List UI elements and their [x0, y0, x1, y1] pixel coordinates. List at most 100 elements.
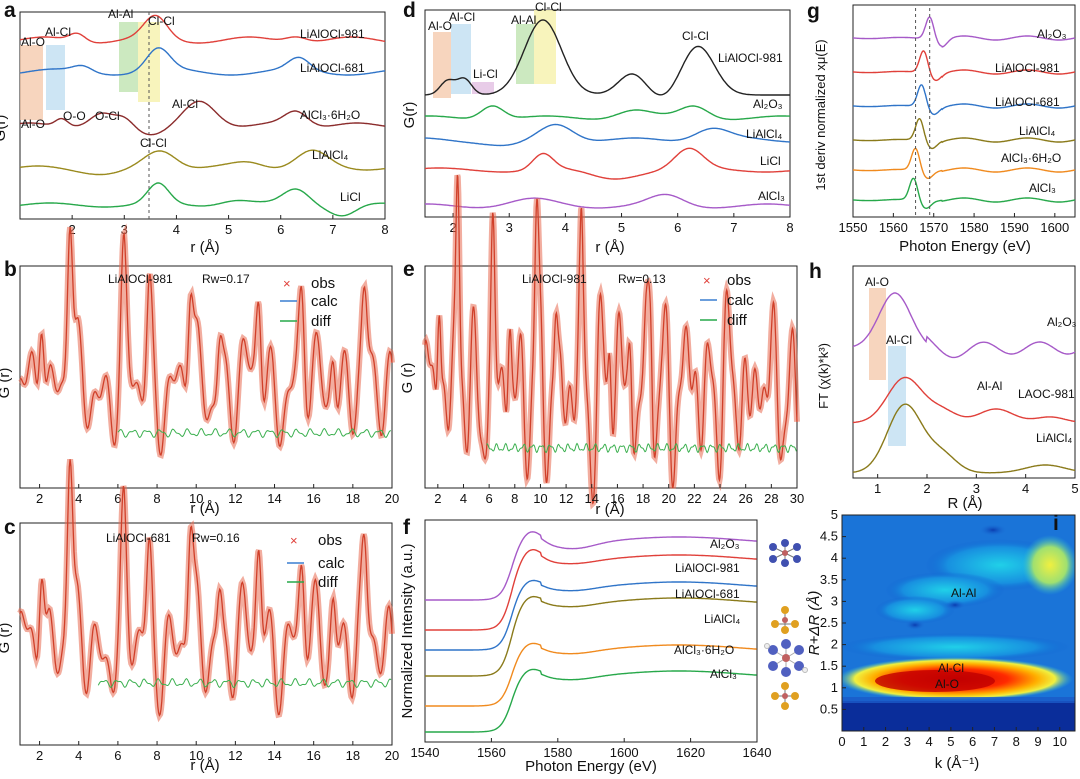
panel-h: h FT (χ(k)*k³) R (Å) 1 2 3 4 5 Al-O Al-Cl Al…	[805, 258, 1080, 513]
calc-line	[19, 459, 393, 717]
x-tick-label: 0	[838, 734, 845, 749]
x-tick-label: 28	[764, 491, 778, 506]
series-label: LiAlOCl-681	[300, 61, 365, 75]
x-tick-label: 2	[923, 481, 930, 496]
panel-label: c	[4, 516, 16, 539]
series-label: Al₂O₃	[1037, 27, 1067, 41]
x-tick-label: 9	[1034, 734, 1041, 749]
y-tick-label: 1.5	[820, 658, 838, 673]
series-label: Al₂O₃	[1047, 315, 1077, 329]
x-tick-label: 10	[189, 748, 203, 763]
band-al-cl	[46, 45, 65, 110]
annot: Al-O	[21, 117, 45, 131]
panel-label: i	[1053, 512, 1059, 535]
annot: Al-O	[428, 19, 452, 33]
x-tick-label: 1580	[960, 220, 989, 235]
y-axis-label: G(r)	[401, 102, 418, 129]
band-al-cl	[451, 24, 471, 94]
rw-label: Rw=0.16	[192, 531, 240, 545]
x-tick-label: 6	[674, 220, 681, 235]
x-tick-label: 24	[713, 491, 727, 506]
rw-label: Rw=0.13	[618, 272, 666, 286]
rw-label: Rw=0.17	[202, 272, 250, 286]
x-tick-label: 20	[385, 748, 399, 763]
x-axis-label: r (Å)	[190, 500, 219, 517]
x-tick-label: 16	[610, 491, 624, 506]
band-al-o	[20, 45, 43, 120]
series-label: LiAlOCl-981	[675, 561, 740, 575]
x-tick-label: 1590	[1000, 220, 1029, 235]
series-label: LiAlOCl-981	[718, 51, 783, 65]
band-li-cl	[472, 82, 494, 94]
x-tick-label: 1560	[477, 745, 506, 760]
x-tick-label: 20	[385, 491, 399, 506]
x-tick-label: 1550	[839, 220, 868, 235]
molecule-licl4-icon	[771, 606, 799, 634]
series-line	[425, 123, 790, 147]
series-label: LAOC-981	[1018, 387, 1075, 401]
x-tick-label: 1560	[879, 220, 908, 235]
series-label: LiAlCl₄	[704, 612, 740, 626]
legend-obs: obs	[311, 275, 335, 292]
series-label: LiAlOCl-681	[995, 95, 1060, 109]
chart-b: b G (r) r (Å) 2 4 6 8 10 12 14 16 18 20 LiAlOCl-9…	[0, 223, 399, 517]
legend-obs-marker: ×	[703, 273, 711, 288]
x-tick-label: 14	[585, 491, 599, 506]
panel-f: f Normalized Intensity (a.u.) Photon Ene…	[399, 508, 812, 775]
annot: Al-Cl	[938, 661, 964, 675]
series-label: LiAlCl₄	[1036, 431, 1072, 445]
series-line	[424, 19, 790, 96]
series-line	[853, 16, 1076, 48]
y-tick-label: 3.5	[820, 572, 838, 587]
series-line	[425, 549, 757, 631]
series-line	[19, 14, 386, 44]
legend-calc: calc	[727, 292, 754, 309]
band-al-o	[869, 288, 886, 380]
x-tick-label: 7	[329, 222, 336, 237]
panel-label: g	[807, 0, 820, 23]
sample-label: LiAlOCl-681	[106, 531, 171, 545]
series-label: LiCl	[760, 154, 781, 168]
panel-label: a	[4, 0, 16, 22]
series-line	[852, 403, 1076, 474]
x-tick-label: 1540	[411, 745, 440, 760]
x-tick-label: 18	[636, 491, 650, 506]
legend: × obs calc diff	[287, 532, 345, 591]
x-tick-label: 4	[925, 734, 932, 749]
x-tick-label: 6	[114, 491, 121, 506]
panel-label: f	[403, 516, 411, 539]
molecule-hydrate-icon	[764, 639, 808, 677]
annot: Al-Al	[951, 586, 976, 600]
x-tick-label: 10	[189, 491, 203, 506]
x-axis-label: R (Å)	[948, 495, 983, 512]
annot: Cl-Cl	[682, 29, 709, 43]
annot: Cl-Cl	[140, 136, 167, 150]
calc-line	[424, 175, 798, 505]
x-tick-label: 8	[786, 220, 793, 235]
sample-label: LiAlOCl-981	[108, 272, 173, 286]
x-tick-label: 1570	[919, 220, 948, 235]
molecule-al2o3-icon	[769, 539, 801, 567]
series-line	[853, 177, 1076, 209]
x-tick-label: 5	[947, 734, 954, 749]
legend: × obs calc diff	[280, 275, 338, 330]
x-tick-label: 5	[1071, 481, 1078, 496]
panel-i: 0 1 2 3 4 5 6 7 8 9 10 0.5 1 1.5 2 2.5 3 3.5 4 4.5 5 i R+ΔR …	[805, 507, 1080, 774]
panel-c: c G (r) r (Å) 2 4 6 8 10 12 14 16 18 20 LiAlOCl-6…	[0, 458, 400, 774]
series-label: LiCl	[340, 190, 361, 204]
y-tick-label: 3	[831, 593, 838, 608]
x-tick-label: 16	[306, 748, 320, 763]
series-line	[19, 182, 385, 217]
series-label: AlCl₃·6H₂O	[1001, 151, 1061, 165]
panel-b: b G (r) r (Å) 2 4 6 8 10 12 14 16 18 20 LiAlOCl-9…	[0, 223, 400, 518]
x-tick-label: 2	[882, 734, 889, 749]
y-axis-label: G (r)	[0, 623, 13, 654]
legend-obs-marker: ×	[283, 276, 291, 291]
x-tick-label: 5	[618, 220, 625, 235]
x-tick-label: 16	[306, 491, 320, 506]
series-label: AlCl₃	[710, 667, 737, 681]
x-tick-label: 8	[381, 222, 388, 237]
series-label: Al₂O₃	[753, 97, 783, 111]
